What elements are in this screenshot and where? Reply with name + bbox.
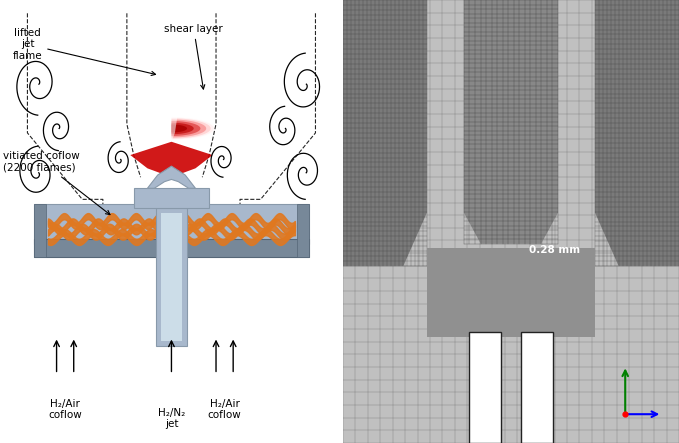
Text: H₂/Air
coflow: H₂/Air coflow bbox=[48, 399, 82, 420]
Bar bbox=[469, 332, 501, 443]
Polygon shape bbox=[171, 42, 200, 136]
Polygon shape bbox=[171, 0, 216, 140]
Text: H₂/Air
coflow: H₂/Air coflow bbox=[208, 399, 242, 420]
Text: vitiated coflow
(2200 flames): vitiated coflow (2200 flames) bbox=[3, 151, 110, 214]
Bar bbox=[134, 188, 209, 208]
Text: H₂/N₂
jet: H₂/N₂ jet bbox=[158, 408, 185, 429]
Polygon shape bbox=[171, 6, 214, 140]
Bar bbox=[297, 204, 308, 257]
Bar bbox=[427, 248, 595, 337]
Polygon shape bbox=[130, 142, 213, 177]
Text: shear layer: shear layer bbox=[164, 24, 223, 89]
Polygon shape bbox=[464, 0, 558, 244]
Bar bbox=[156, 208, 187, 346]
Text: lifted
jet
flame: lifted jet flame bbox=[13, 28, 155, 75]
Bar bbox=[34, 204, 46, 257]
Polygon shape bbox=[171, 26, 206, 137]
Polygon shape bbox=[595, 0, 679, 266]
Polygon shape bbox=[171, 14, 210, 139]
Polygon shape bbox=[147, 166, 196, 188]
Polygon shape bbox=[171, 78, 187, 132]
Polygon shape bbox=[171, 60, 194, 134]
Bar bbox=[34, 239, 308, 257]
Polygon shape bbox=[164, 13, 179, 142]
Bar bbox=[34, 204, 308, 244]
Text: 0.28 mm: 0.28 mm bbox=[530, 245, 581, 255]
Bar bbox=[521, 332, 553, 443]
Polygon shape bbox=[343, 0, 427, 266]
Bar bbox=[161, 213, 182, 341]
